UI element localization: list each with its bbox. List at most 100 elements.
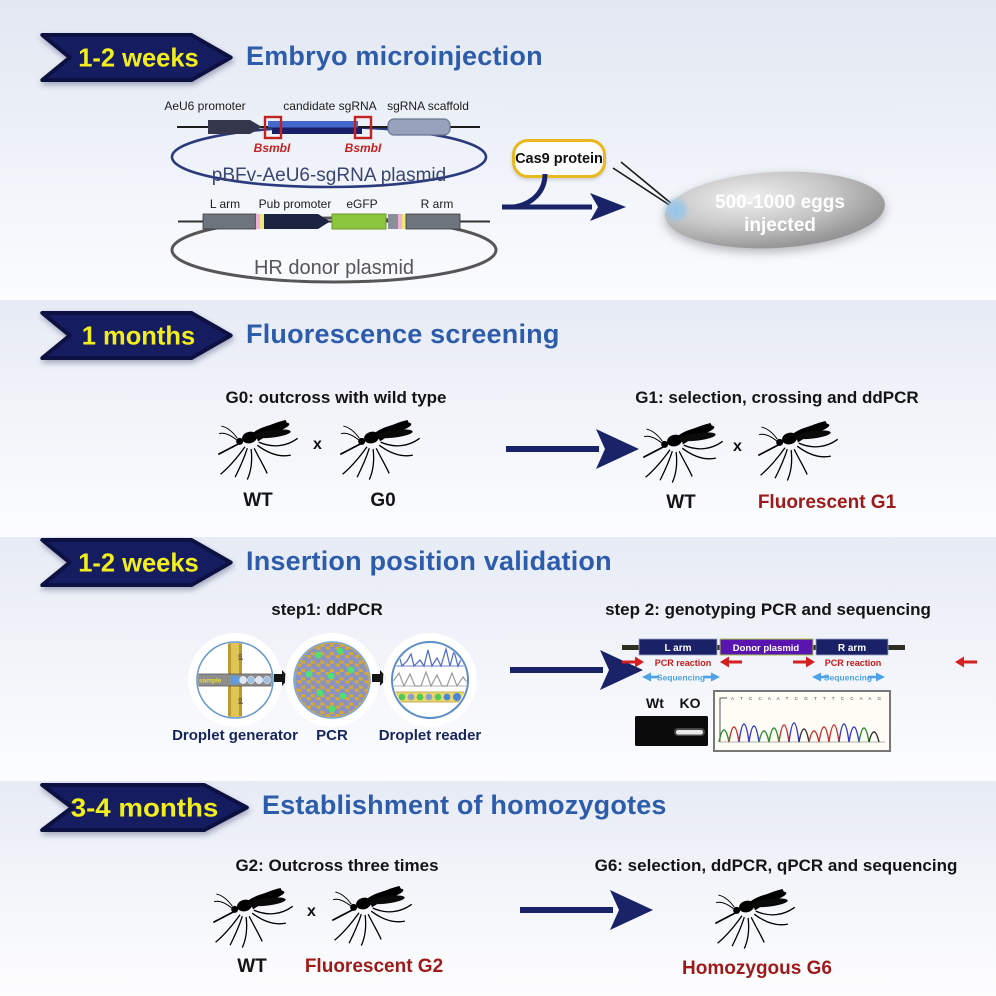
cross-symbol: x [733,438,742,455]
bsmbi-left-label: BsmbI [254,141,291,155]
chromatogram-sequence-letters: A T C C A A T C G T T T C C A A G [731,696,881,701]
sgrna-bar-bottom [272,127,362,134]
stripe-pink-1 [256,214,260,229]
pcr-droplets-icon [285,633,379,727]
aeu6-promoter-label: AeU6 promoter [164,99,245,113]
pcr-reaction-right-label: PCR reaction [825,658,882,668]
g1-selection-title: G1: selection, crossing and ddPCR [635,388,919,407]
mosquito-icon [331,885,413,947]
step1-title: step1: ddPCR [271,600,383,619]
bsmbi-right-label: BsmbI [345,141,382,155]
mosquito-icon [339,419,421,481]
section3-duration-banner: 1-2 weeks [40,537,233,588]
sgrna-scaffold-box [387,118,451,136]
sequencing-arrows [642,672,885,682]
mosquito-icon [217,419,299,481]
egfp-label: eGFP [346,197,377,211]
section2-duration-label: 1 months [82,322,195,350]
rarm-box [405,213,461,230]
wt-label: WT [243,490,273,511]
egg-illustration: 500-1000 eggs injected [662,171,885,249]
flow-arrow [506,429,639,469]
droplet-generator-icon: oil oil sample [188,633,282,727]
fluorescent-g2-label: Fluorescent G2 [304,956,444,977]
larm-box [202,213,257,230]
fluorescent-g1-label: Fluorescent G1 [757,492,897,513]
g0-outcross-title: G0: outcross with wild type [225,388,447,407]
section2-duration-banner: 1 months [40,310,233,361]
stripe-yellow-2 [402,214,406,229]
oil-label-bottom: oil [237,698,244,705]
larm-label: L arm [210,197,240,211]
pcr-label: PCR [316,727,348,744]
rarm-label: R arm [421,197,454,211]
chromatogram-traces [718,722,880,743]
hr-donor-plasmid-illustration: L arm Pub promoter eGFP R arm HR donor p… [170,197,498,284]
plasmid2-name: HR donor plasmid [254,257,414,279]
mosquito-icon [757,420,839,482]
pub-promoter-arrow [264,214,330,229]
egfp-box [331,213,387,230]
section4-title: Establishment of homozygotes [262,790,667,820]
mosquito-icon [714,888,796,950]
section3-title: Insertion position validation [246,546,612,576]
construct-rarm-box [815,638,889,656]
mosquito-icon [212,887,294,949]
section4-duration-banner: 3-4 months [40,782,249,833]
section1-duration-label: 1-2 weeks [78,44,199,72]
section1-title: Embryo microinjection [246,41,543,71]
construct-donor-label: Donor plasmid [733,643,800,654]
step2-title: step 2: genotyping PCR and sequencing [605,600,931,619]
droplet-reader-label: Droplet reader [378,727,482,744]
mosquito-icon [642,422,724,484]
section3-duration-label: 1-2 weeks [78,549,199,577]
sequencing-left-label: Sequencing [657,673,705,683]
sgrna-bar-top [268,121,358,128]
pcr-primer-arrows [622,656,977,668]
cas9-protein-box: Cas9 protein [512,139,606,178]
gel-wt-label: Wt [646,695,664,711]
egg-count-line1: 500-1000 eggs [715,192,845,213]
injection-flow-arrow [502,173,626,221]
gel-ko-label: KO [680,695,701,711]
droplet-generator-label: Droplet generator [172,727,298,744]
wt-label: WT [666,492,696,513]
sgrna-scaffold-label: sgRNA scaffold [387,99,469,113]
construct-rarm-label: R arm [838,643,866,654]
g6-selection-title: G6: selection, ddPCR, qPCR and sequencin… [594,856,958,875]
droplet-reader-icon [383,633,477,727]
section1-duration-banner: 1-2 weeks [40,32,233,83]
egg-count-line2: injected [744,215,816,236]
positive-droplets [305,647,355,713]
stripe-pink-2 [398,214,402,229]
spacer-gray [388,214,398,229]
section4-duration-label: 3-4 months [71,793,219,822]
chromatogram-image: A T C C A A T C G T T T C C A A G [713,690,891,752]
g2-outcross-title: G2: Outcross three times [235,856,439,875]
flow-arrow [520,890,653,930]
cross-symbol: x [307,903,316,920]
sequencing-right-label: Sequencing [824,673,872,683]
wt-label: WT [237,956,267,977]
g0-label: G0 [370,490,396,511]
pub-promoter-label: Pub promoter [259,197,332,211]
candidate-sgrna-label: candidate sgRNA [283,99,376,113]
cross-symbol: x [313,436,322,453]
section2-title: Fluorescence screening [246,319,560,349]
bsmbi-site-right [353,115,373,140]
construct-larm-label: L arm [664,643,691,654]
bsmbi-site-left [263,115,283,140]
sgrna-plasmid-illustration: AeU6 promoter candidate sgRNA sgRNA scaf… [164,99,488,189]
cas9-protein-label: Cas9 protein [515,150,603,167]
gel-band [676,730,703,735]
plasmid1-name: pBFv-AeU6-sgRNA plasmid [212,165,446,186]
injection-glow [662,196,690,224]
homozygous-g6-label: Homozygous G6 [682,958,832,979]
sample-label: sample [199,678,222,685]
gel-image: Wt KO [635,695,708,746]
construct-donor-box [719,638,814,656]
pcr-reaction-left-label: PCR reaction [655,658,712,668]
construct-larm-box [638,638,718,656]
oil-label-top: oil [237,654,244,661]
